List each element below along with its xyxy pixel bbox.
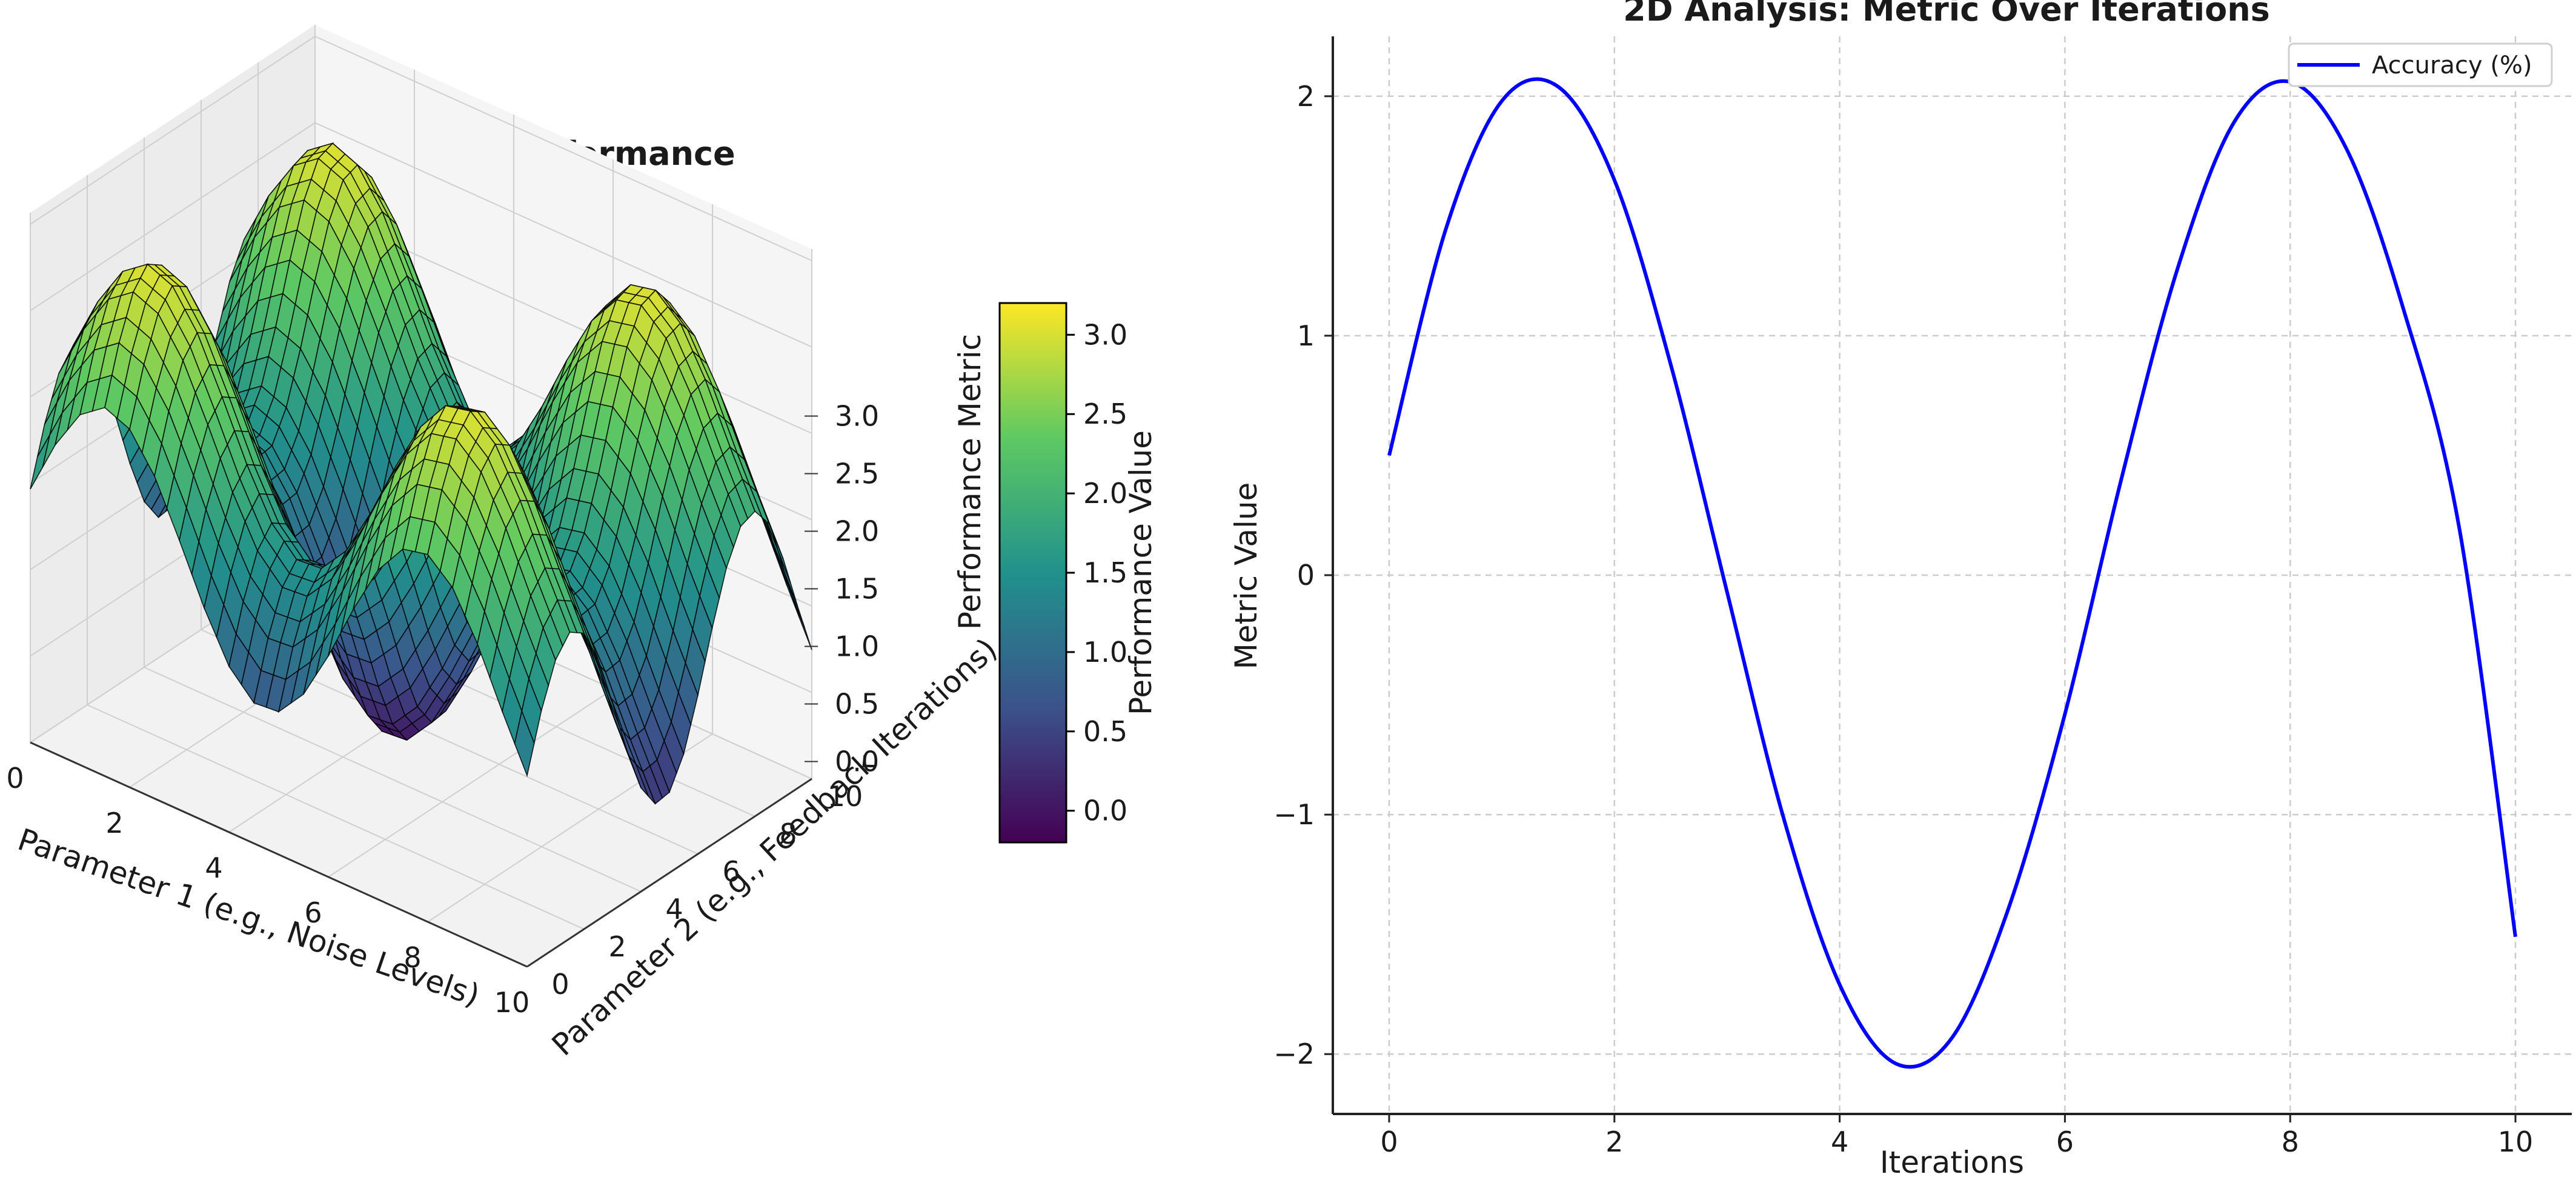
- surface-x-tick-label: 0: [6, 762, 24, 795]
- y-tick-label: −2: [1273, 1038, 1315, 1070]
- legend-entry-label: Accuracy (%): [2372, 52, 2532, 79]
- surface-y-tick-label: 0: [551, 968, 569, 1001]
- surface-z-tick-label: 0.5: [835, 688, 879, 721]
- line-y-axis-label: Metric Value: [1229, 482, 1264, 670]
- colorbar-tick-label: 1.5: [1083, 556, 1127, 589]
- line-x-axis-label: Iterations: [1880, 1145, 2024, 1177]
- colorbar-tick-label: 0.5: [1083, 715, 1127, 748]
- surface-z-tick-label: 3.0: [835, 400, 879, 433]
- line-chart-legend: Accuracy (%): [2288, 42, 2553, 87]
- surface-x-tick-label: 10: [494, 986, 530, 1019]
- x-tick-label: 0: [1380, 1125, 1398, 1158]
- floor-grid-line: [87, 704, 585, 930]
- surface-z-tick-label: 0.0: [835, 745, 879, 778]
- x-tick-label: 10: [2498, 1125, 2534, 1158]
- surface-y-tick-label: 4: [665, 893, 683, 925]
- surface-z-axis-label: Performance Metric: [952, 334, 988, 630]
- x-tick-label: 6: [2056, 1125, 2074, 1158]
- line-chart-y-ticks: −2 −1 0 1 2: [1273, 80, 1333, 1070]
- colorbar-tick-label: 1.0: [1083, 636, 1127, 669]
- colorbar-ticks: 0.0 0.5 1.0 1.5 2.0 2.5 3.0: [1066, 318, 1127, 827]
- back-grid-line: [314, 122, 812, 348]
- legend-box: [2288, 42, 2553, 87]
- series-line: [1387, 77, 2517, 1069]
- y-tick-label: 0: [1297, 559, 1315, 592]
- line-chart-series: [1387, 77, 2517, 1069]
- surface-x-tick-label: 8: [403, 941, 421, 974]
- y-axis-line: [526, 778, 812, 968]
- colorbar: [998, 302, 1067, 844]
- line-chart: 2D Analysis: Metric Over Iterations 0 2 4 6…: [1229, 0, 2572, 1177]
- colorbar-tick-label: 0.0: [1083, 795, 1127, 827]
- surface-y-tick-label: 8: [779, 818, 797, 850]
- side-grid-line: [30, 36, 316, 225]
- x-tick-label: 8: [2282, 1125, 2299, 1158]
- surface-z-tick-label: 2.0: [835, 515, 879, 548]
- line-chart-x-ticks: 0 2 4 6 8 10: [1380, 1114, 2533, 1158]
- back-grid-line: [314, 36, 812, 261]
- x-tick-label: 4: [1831, 1125, 1848, 1158]
- colorbar-tick-label: 2.0: [1083, 477, 1127, 510]
- line-chart-grid: [1333, 36, 2572, 1114]
- line-chart-title: 2D Analysis: Metric Over Iterations: [1623, 0, 2270, 28]
- surface-chart: 3D Surface: Model Performance 0246810024…: [6, 25, 1158, 1062]
- surface-y-tick-label: 10: [828, 780, 863, 813]
- colorbar-tick-label: 3.0: [1083, 318, 1127, 351]
- surface-z-tick-label: 1.0: [835, 630, 879, 663]
- surface-facet: [514, 709, 535, 778]
- surface-x-tick-label: 4: [205, 852, 222, 884]
- surface-z-tick-label: 1.5: [835, 573, 879, 605]
- y-tick-label: −1: [1273, 798, 1315, 831]
- x-tick-label: 2: [1605, 1125, 1623, 1158]
- x-axis-line: [30, 741, 528, 968]
- surface-z-tick-label: 2.5: [835, 458, 879, 490]
- colorbar-tick-label: 2.5: [1083, 398, 1127, 430]
- colorbar-label: Performance Value: [1123, 430, 1158, 715]
- surface-x-tick-label: 2: [105, 807, 123, 839]
- surface-y-tick-label: 2: [608, 930, 626, 963]
- side-grid-line: [30, 122, 316, 312]
- floor-grid-line: [328, 689, 614, 878]
- y-tick-label: 1: [1297, 319, 1315, 352]
- surface-y-tick-label: 6: [722, 855, 740, 888]
- surface-x-tick-label: 6: [304, 896, 322, 929]
- y-tick-label: 2: [1297, 80, 1315, 113]
- surface-mesh: [30, 142, 812, 805]
- floor-grid-line: [144, 667, 642, 892]
